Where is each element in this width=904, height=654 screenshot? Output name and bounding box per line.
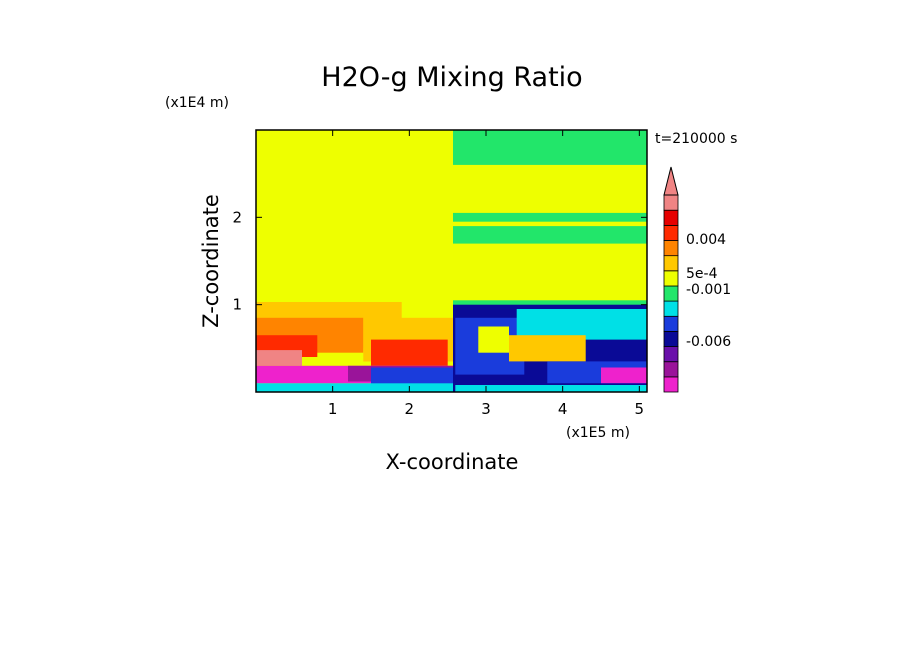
contour-region [516, 309, 647, 340]
x-multiplier-label: (x1E5 m) [566, 425, 630, 441]
contour-region [455, 385, 647, 392]
colorbar-swatch [663, 300, 679, 317]
y-axis-label: Z-coordinate [199, 194, 223, 328]
x-tick-label: 5 [635, 400, 645, 418]
colorbar-swatch [663, 194, 679, 211]
x-tick-label: 1 [328, 400, 338, 418]
contour-field [256, 130, 647, 392]
contour-region [601, 367, 647, 384]
colorbar-swatch [663, 224, 679, 241]
colorbar-swatch [663, 255, 679, 272]
colorbar-label: -0.001 [686, 282, 731, 298]
contour-region [256, 383, 453, 392]
x-tick-label: 2 [405, 400, 415, 418]
colorbar-labels: 0.004 5e-4 -0.001 -0.006 [686, 232, 731, 350]
contour-region [256, 350, 302, 366]
y-multiplier-label: (x1E4 m) [165, 95, 229, 111]
time-label: t=210000 s [655, 131, 737, 147]
colorbar-swatch [663, 209, 679, 226]
colorbar-swatch [663, 330, 679, 347]
colorbar-label: 0.004 [686, 232, 726, 248]
contour-region [478, 326, 509, 353]
colorbar-label: 5e-4 [686, 266, 718, 282]
y-tick-label: 1 [232, 296, 242, 314]
x-axis-label: X-coordinate [386, 450, 519, 474]
x-tick-label: 3 [481, 400, 491, 418]
colorbar-swatches [663, 194, 679, 393]
contour-region [509, 335, 586, 362]
colorbar-swatch [663, 270, 679, 287]
x-tick-label: 4 [558, 400, 568, 418]
colorbar: 0.004 5e-4 -0.001 -0.006 [663, 166, 731, 393]
x-ticks: 1 2 3 4 5 [328, 130, 644, 418]
colorbar-swatch [663, 285, 679, 302]
colorbar-overflow-triangle [663, 166, 679, 196]
colorbar-label: -0.006 [686, 334, 731, 350]
chart-title: H2O-g Mixing Ratio [321, 62, 582, 93]
y-tick-label: 2 [232, 208, 242, 226]
contour-region [453, 164, 647, 213]
colorbar-swatch [663, 240, 679, 257]
colorbar-swatch [663, 361, 679, 378]
contour-region [453, 226, 647, 244]
contour-region [371, 339, 448, 366]
colorbar-swatch [663, 346, 679, 363]
colorbar-swatch [663, 315, 679, 332]
y-ticks: 12 [232, 208, 647, 314]
plot-frame [255, 129, 648, 393]
colorbar-swatch [663, 376, 679, 393]
